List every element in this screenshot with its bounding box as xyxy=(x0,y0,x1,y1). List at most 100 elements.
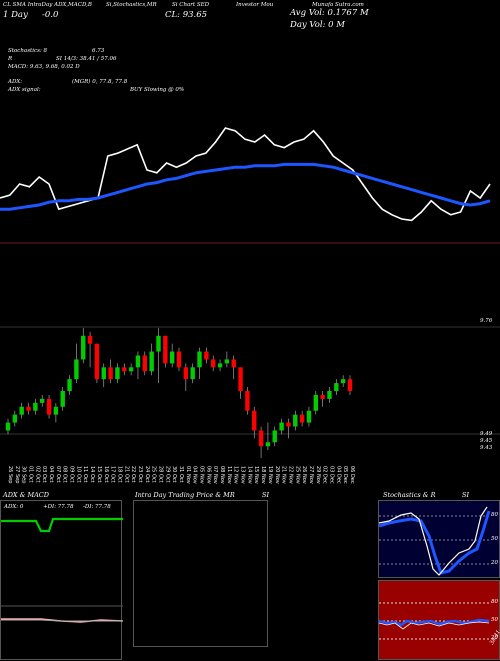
stoch-panel-lines xyxy=(378,506,491,576)
avg-volume: Avg Vol: 0.1767 M xyxy=(290,8,369,18)
stochastics-value: 6.73 xyxy=(92,48,105,54)
candle-body xyxy=(327,391,332,399)
day-volume: Day Vol: 0 M xyxy=(290,20,345,30)
x-tick-label: 31 Oct xyxy=(178,466,184,483)
candle-body xyxy=(265,442,271,447)
candle-body xyxy=(313,394,318,411)
candle-body xyxy=(197,351,202,368)
candle-body xyxy=(67,379,72,391)
x-tick-label: 09 Oct xyxy=(69,466,75,483)
candles xyxy=(5,327,353,459)
x-tick-label: 22 Oct xyxy=(130,466,136,483)
candle-body xyxy=(293,414,298,427)
candle-body xyxy=(115,367,120,380)
candle-body xyxy=(81,335,86,360)
candle-body xyxy=(5,422,11,431)
candle-body xyxy=(135,355,141,368)
x-tick-label: 26 Nov xyxy=(301,466,307,484)
candle-body xyxy=(26,406,31,411)
timeframe: 1 Day xyxy=(3,10,28,20)
x-tick-label: 17 Oct xyxy=(110,466,116,483)
price-bottom-label-3: 9.43 xyxy=(480,445,493,451)
x-tick-label: 03 Oct xyxy=(41,466,47,483)
x-tick-label: 21 Oct xyxy=(123,466,129,483)
adx-panel-mdi: -DI: 77.78 xyxy=(83,504,111,510)
rsi-panel: 80 50 20 38.41 xyxy=(378,580,500,660)
rsi-thin-line xyxy=(378,621,490,630)
candle-body xyxy=(74,359,79,380)
x-tick-label: 11 Nov xyxy=(226,466,232,484)
x-tick-label: 30 Oct xyxy=(171,466,177,483)
candle-body xyxy=(252,410,257,431)
x-tick-label: 14 Oct xyxy=(89,466,95,483)
x-tick-label: 27 Sep xyxy=(14,466,20,483)
x-tick-label: 08 Oct xyxy=(62,466,68,483)
candle-body xyxy=(272,430,277,443)
rsi-level-50: 50 xyxy=(491,617,498,623)
header-title-right: Si Chart SED xyxy=(172,2,210,8)
adx-panel-pdi: +DI: 77.78 xyxy=(43,504,74,510)
x-tick-label: 06 Dec xyxy=(349,466,355,484)
candle-body xyxy=(190,367,195,380)
x-ticks: 26 Sep 27 Sep 30 Sep 01 Oct 02 Oct 03 Oct 04 O… xyxy=(7,466,355,484)
price-bottom-label-1: 9.49 xyxy=(480,431,493,437)
price-bottom-label-2: 9.45 xyxy=(480,438,493,444)
candle-body xyxy=(238,367,243,391)
x-tick-label: 07 Oct xyxy=(55,466,61,483)
candle-body xyxy=(211,359,216,368)
x-tick-label: 25 Nov xyxy=(294,466,300,484)
stoch-level-80: 80 xyxy=(491,512,498,518)
x-tick-label: 18 Nov xyxy=(260,466,266,484)
x-tick-label: 16 Oct xyxy=(103,466,109,483)
adx-lines xyxy=(1,517,124,623)
candle-body xyxy=(156,335,161,352)
candle-body xyxy=(12,414,18,423)
x-tick-label: 04 Dec xyxy=(335,466,341,484)
rsi-label: R xyxy=(8,56,13,62)
candle-body xyxy=(204,351,209,360)
x-tick-label: 26 Sep xyxy=(7,466,13,483)
x-tick-label: 28 Oct xyxy=(157,466,163,483)
candle-body xyxy=(101,367,106,380)
stoch-si-label: SI xyxy=(462,491,470,499)
candle-body xyxy=(299,414,305,423)
candle-body xyxy=(231,359,236,368)
candle-body xyxy=(334,383,339,391)
si-values: SI 14/3: 38.41 / 57.06 xyxy=(56,56,117,62)
adx-signal-label: ADX signal: xyxy=(8,87,41,93)
adx-panel: ADX: 0 +DI: 77.78 -DI: 77.78 xyxy=(0,500,124,660)
x-tick-label: 23 Oct xyxy=(137,466,143,483)
x-tick-label: 25 Oct xyxy=(151,466,157,483)
x-tick-label: 30 Sep xyxy=(21,466,27,483)
stoch-k-line xyxy=(378,506,488,576)
candle-body xyxy=(347,379,353,391)
candle-body xyxy=(217,363,223,368)
x-tick-label: 05 Nov xyxy=(199,466,205,484)
candle-body xyxy=(108,367,113,380)
x-tick-label: 10 Oct xyxy=(75,466,81,483)
candle-body xyxy=(53,406,59,415)
main-chart: 26 Sep 27 Sep 30 Sep 01 Oct 02 Oct 03 Oct 04 O… xyxy=(0,127,500,484)
candle-body xyxy=(258,430,264,447)
x-tick-label: 24 Oct xyxy=(144,466,150,483)
candle-body xyxy=(94,343,100,380)
sma-line xyxy=(0,162,491,211)
stochastics-label: Stochastics: 8 xyxy=(8,48,47,54)
x-tick-label: 08 Nov xyxy=(219,466,225,484)
x-tick-label: 01 Oct xyxy=(28,466,34,483)
rsi-level-20: 20 xyxy=(491,635,498,641)
candle-body xyxy=(87,335,93,344)
stoch-panel-title: Stochastics & R xyxy=(383,491,436,499)
x-tick-label: 20 Nov xyxy=(274,466,280,484)
candle-body xyxy=(176,351,182,368)
header-investor: Investor Mou xyxy=(236,2,274,8)
x-tick-label: 19 Nov xyxy=(267,466,273,484)
rsi-line xyxy=(378,618,490,627)
stoch-d-line xyxy=(378,510,491,575)
x-tick-label: 07 Nov xyxy=(212,466,218,484)
candle-body xyxy=(149,351,154,372)
x-tick-label: 14 Nov xyxy=(246,466,252,484)
stoch-panel: 80 50 20 xyxy=(378,500,500,578)
candle-body xyxy=(340,379,346,384)
candle-body xyxy=(279,422,284,431)
